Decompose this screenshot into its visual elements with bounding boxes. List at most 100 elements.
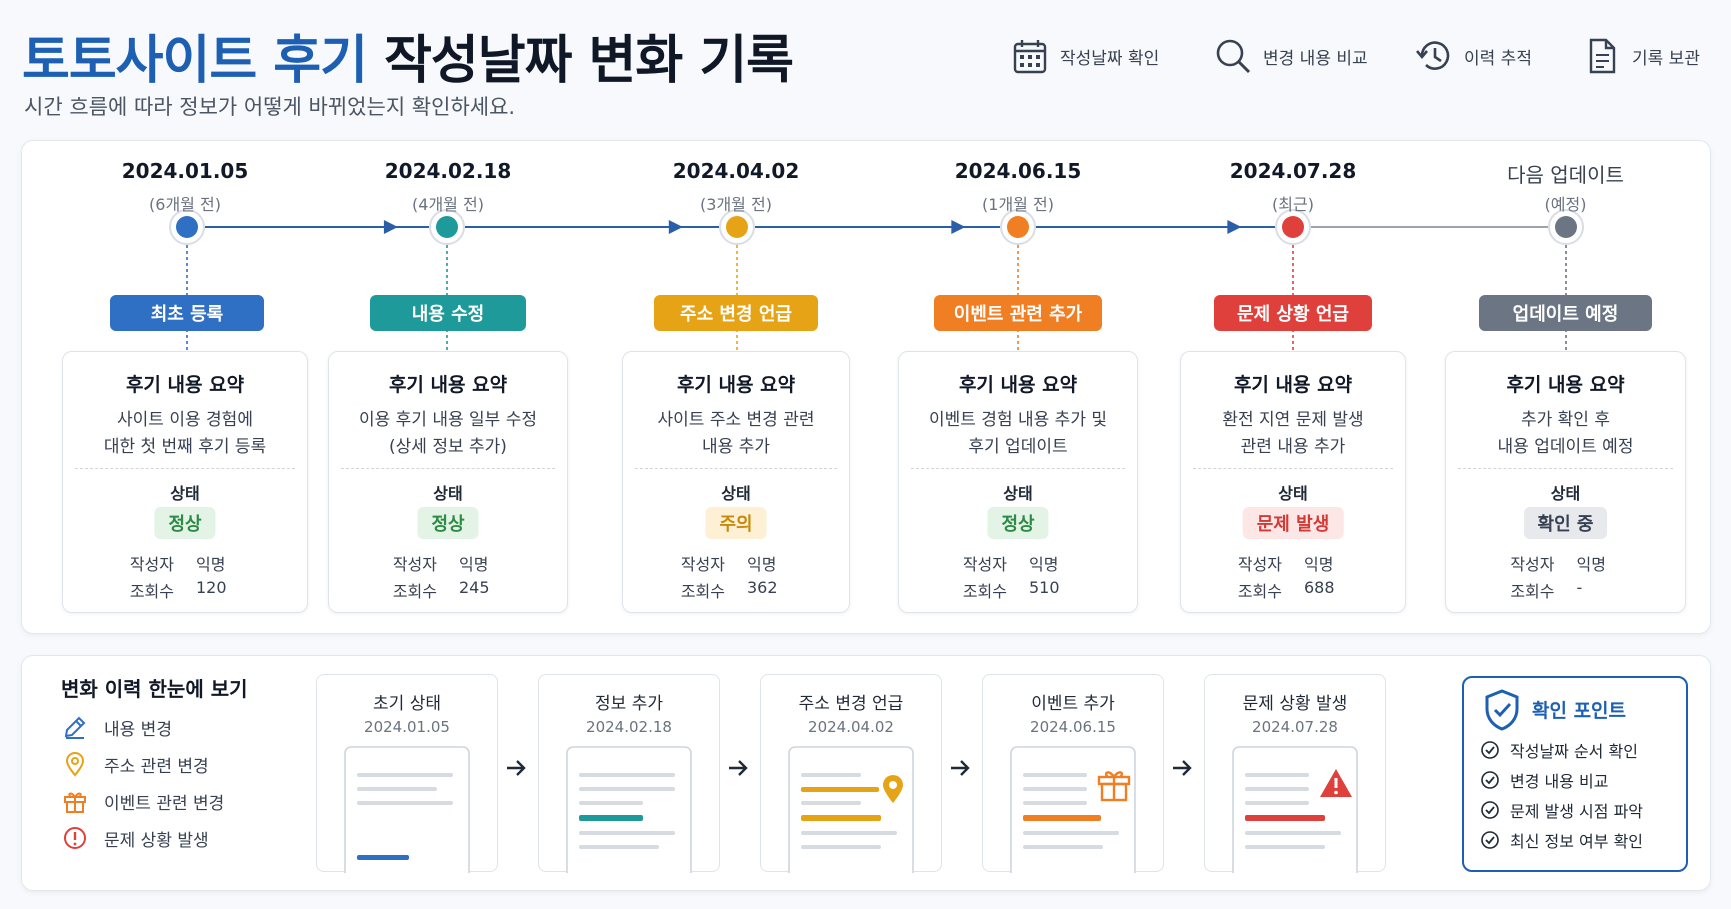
status-badge: 주의 bbox=[705, 507, 767, 539]
status-label: 상태 bbox=[1003, 484, 1033, 503]
stage-relative-time: (4개월 전) bbox=[412, 195, 484, 214]
status-badge: 확인 중 bbox=[1523, 507, 1608, 539]
warning-triangle-icon bbox=[1320, 769, 1352, 797]
card-description: 사이트 주소 변경 관련 내용 추가 bbox=[623, 407, 849, 461]
history-step: 초기 상태 2024.01.05 bbox=[316, 674, 498, 873]
header-action-check-date[interactable]: 작성날짜 확인 bbox=[1010, 36, 1159, 76]
timeline-node bbox=[1007, 216, 1029, 238]
summary-card: 후기 내용 요약 사이트 이용 경험에 대한 첫 번째 후기 등록 상태 정상 … bbox=[62, 351, 308, 613]
author-row: 작성자 익명 bbox=[1181, 551, 1405, 575]
stage-date: 2024.04.02 bbox=[672, 159, 800, 183]
views-value: 245 bbox=[459, 578, 490, 597]
header-action-compare[interactable]: 변경 내용 비교 bbox=[1213, 36, 1368, 76]
card-description-line: 환전 지연 문제 발생 bbox=[1222, 410, 1364, 430]
card-divider bbox=[1458, 468, 1673, 469]
checkpoint-item: 최신 정보 여부 확인 bbox=[1480, 828, 1643, 852]
card-title: 후기 내용 요약 bbox=[125, 374, 245, 396]
history-title: 변화 이력 한눈에 보기 bbox=[61, 677, 248, 701]
views-row: 조회수 688 bbox=[1181, 578, 1405, 602]
status-badge: 정상 bbox=[154, 507, 216, 539]
timeline-track bbox=[169, 209, 1584, 351]
document-icon bbox=[1589, 38, 1616, 74]
check-circle-icon bbox=[1481, 831, 1499, 849]
card-description: 사이트 이용 경험에 대한 첫 번째 후기 등록 bbox=[63, 407, 307, 461]
views-value: 362 bbox=[747, 578, 778, 597]
arrow-right-icon bbox=[507, 760, 526, 776]
stage-tag: 주소 변경 언급 bbox=[654, 295, 818, 331]
history-step-title: 초기 상태 bbox=[373, 694, 441, 714]
timeline-node bbox=[176, 216, 198, 238]
views-value: 120 bbox=[196, 578, 227, 597]
checkpoint-label: 문제 발생 시점 파악 bbox=[1510, 802, 1644, 821]
timeline-node bbox=[436, 216, 458, 238]
search-icon bbox=[1216, 39, 1251, 74]
stage-date: 다음 업데이트 bbox=[1507, 163, 1624, 187]
timeline-stage: 2024.04.02 (3개월 전) 주소 변경 언급 후기 내용 요약 사이트… bbox=[622, 141, 850, 635]
card-description-line: 이용 후기 내용 일부 수정 bbox=[358, 410, 537, 430]
history-step-title: 정보 추가 bbox=[595, 694, 663, 714]
timeline-stage: 2024.01.05 (6개월 전) 최초 등록 후기 내용 요약 사이트 이용… bbox=[62, 141, 308, 635]
card-description-line: 후기 업데이트 bbox=[968, 437, 1068, 457]
card-description-line: 관련 내용 추가 bbox=[1240, 437, 1346, 457]
card-description: 이벤트 경험 내용 추가 및 후기 업데이트 bbox=[899, 407, 1137, 461]
calendar-icon bbox=[1013, 40, 1047, 74]
author-label: 작성자 bbox=[962, 555, 1007, 574]
card-divider bbox=[1193, 468, 1393, 469]
history-step-date: 2024.07.28 bbox=[1252, 718, 1338, 736]
summary-card: 후기 내용 요약 환전 지연 문제 발생 관련 내용 추가 상태 문제 발생 작… bbox=[1180, 351, 1406, 613]
card-description-line: 대한 첫 번째 후기 등록 bbox=[103, 437, 267, 457]
stage-tag: 업데이트 예정 bbox=[1479, 295, 1652, 331]
views-row: 조회수 362 bbox=[623, 578, 849, 602]
stage-date: 2024.02.18 bbox=[384, 159, 512, 183]
header-action-label: 이력 추적 bbox=[1464, 48, 1532, 69]
history-icon bbox=[1416, 41, 1450, 70]
history-panel: 변화 이력 한눈에 보기 내용 변경 주소 관련 변경 이벤트 관 bbox=[21, 655, 1711, 891]
stage-tag: 내용 수정 bbox=[370, 295, 526, 331]
timeline-arrowhead bbox=[1227, 220, 1242, 234]
views-value: 688 bbox=[1304, 578, 1335, 597]
views-value: - bbox=[1576, 578, 1583, 597]
stage-tag: 이벤트 관련 추가 bbox=[934, 295, 1102, 331]
header-action-label: 작성날짜 확인 bbox=[1060, 48, 1160, 69]
header-action-history[interactable]: 이력 추적 bbox=[1414, 36, 1532, 76]
header-action-label: 기록 보관 bbox=[1632, 48, 1700, 69]
edit-icon bbox=[64, 716, 86, 739]
arrow-right-icon bbox=[1173, 760, 1192, 776]
views-row: 조회수 120 bbox=[63, 578, 307, 602]
card-title: 후기 내용 요약 bbox=[1233, 374, 1353, 396]
document-thumbnail-icon bbox=[1010, 746, 1136, 873]
views-label: 조회수 bbox=[1237, 582, 1282, 601]
timeline-node bbox=[726, 216, 748, 238]
timeline-arrowhead bbox=[383, 220, 398, 234]
author-row: 작성자 익명 bbox=[329, 551, 567, 575]
views-label: 조회수 bbox=[129, 582, 174, 601]
card-description: 추가 확인 후 내용 업데이트 예정 bbox=[1446, 407, 1685, 461]
timeline-panel: 2024.01.05 (6개월 전) 최초 등록 후기 내용 요약 사이트 이용… bbox=[21, 140, 1711, 634]
header-action-label: 변경 내용 비교 bbox=[1263, 48, 1368, 69]
legend-label: 내용 변경 bbox=[104, 719, 172, 740]
summary-card: 후기 내용 요약 이벤트 경험 내용 추가 및 후기 업데이트 상태 정상 작성… bbox=[898, 351, 1138, 613]
checkpoint-title: 확인 포인트 bbox=[1532, 700, 1627, 722]
page-title-rest: 작성날짜 변화 기록 bbox=[366, 31, 794, 91]
history-step-date: 2024.06.15 bbox=[1030, 718, 1116, 736]
status-label: 상태 bbox=[1550, 484, 1581, 503]
timeline-arrowhead bbox=[668, 220, 683, 234]
author-row: 작성자 익명 bbox=[899, 551, 1137, 575]
document-thumbnail-icon bbox=[788, 746, 914, 873]
document-thumbnail-icon bbox=[1232, 746, 1358, 873]
card-title: 후기 내용 요약 bbox=[1506, 374, 1625, 396]
legend-item-problem: 문제 상황 발생 bbox=[62, 825, 209, 851]
stage-relative-time: (3개월 전) bbox=[700, 195, 772, 214]
card-divider bbox=[341, 468, 555, 469]
author-value: 익명 bbox=[196, 555, 226, 574]
header-action-archive[interactable]: 기록 보관 bbox=[1582, 36, 1700, 76]
views-label: 조회수 bbox=[392, 582, 437, 601]
timeline-stage: 2024.02.18 (4개월 전) 내용 수정 후기 내용 요약 이용 후기 … bbox=[328, 141, 568, 635]
status-label: 상태 bbox=[1278, 484, 1308, 503]
stage-relative-time: (예정) bbox=[1544, 195, 1587, 214]
card-description-line: 내용 추가 bbox=[702, 437, 770, 457]
card-description-line: 추가 확인 후 bbox=[1520, 410, 1610, 430]
author-label: 작성자 bbox=[680, 555, 725, 574]
summary-card: 후기 내용 요약 이용 후기 내용 일부 수정 (상세 정보 추가) 상태 정상… bbox=[328, 351, 568, 613]
author-row: 작성자 익명 bbox=[63, 551, 307, 575]
